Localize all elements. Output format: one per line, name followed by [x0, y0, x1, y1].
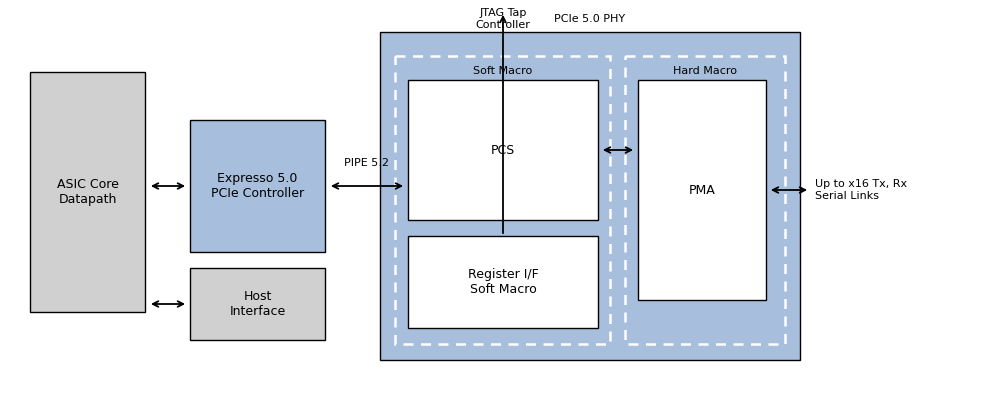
- Text: PCS: PCS: [491, 144, 515, 156]
- Bar: [395, 56, 610, 344]
- Text: Soft Macro: Soft Macro: [473, 66, 532, 76]
- Text: Expresso 5.0
PCIe Controller: Expresso 5.0 PCIe Controller: [211, 172, 304, 200]
- Text: Up to x16 Tx, Rx
Serial Links: Up to x16 Tx, Rx Serial Links: [815, 179, 907, 201]
- Text: JTAG Tap
Controller: JTAG Tap Controller: [476, 8, 530, 30]
- Text: PIPE 5.2: PIPE 5.2: [344, 158, 390, 168]
- Bar: [408, 80, 598, 220]
- Text: Hard Macro: Hard Macro: [673, 66, 737, 76]
- Bar: [625, 56, 785, 344]
- Bar: [30, 72, 145, 312]
- Bar: [638, 80, 766, 300]
- Text: Host
Interface: Host Interface: [229, 290, 286, 318]
- Text: PCIe 5.0 PHY: PCIe 5.0 PHY: [554, 14, 626, 24]
- Bar: [190, 268, 325, 340]
- Bar: [190, 120, 325, 252]
- Bar: [408, 236, 598, 328]
- Text: PMA: PMA: [689, 184, 715, 196]
- Text: Register I/F
Soft Macro: Register I/F Soft Macro: [468, 268, 538, 296]
- Text: ASIC Core
Datapath: ASIC Core Datapath: [57, 178, 118, 206]
- Bar: [380, 32, 800, 360]
